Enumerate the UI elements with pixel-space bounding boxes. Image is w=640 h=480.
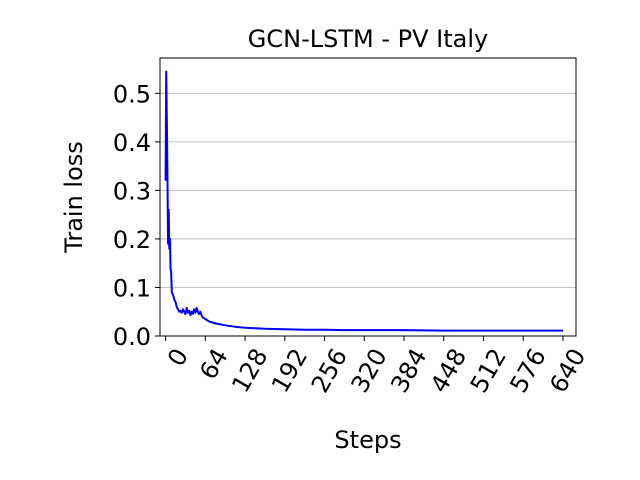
x-tick-label: 128: [226, 344, 273, 398]
x-tick-label: 384: [385, 344, 432, 398]
y-axis-ticks: 0.0 0.1 0.2 0.3 0.4 0.5: [113, 80, 160, 351]
x-axis-label: Steps: [334, 426, 401, 454]
y-axis-label: Train loss: [60, 141, 88, 254]
chart-title: GCN-LSTM - PV Italy: [248, 25, 488, 53]
grid-lines: [160, 92, 576, 337]
series-layer: [164, 70, 563, 332]
x-tick-label: 576: [505, 344, 552, 398]
x-tick-label: 448: [425, 344, 472, 398]
x-tick-label: 0: [162, 344, 194, 371]
x-tick-label: 512: [465, 344, 512, 398]
x-tick-label: 192: [266, 344, 313, 398]
y-tick-label: 0.0: [113, 323, 151, 351]
x-tick-label: 256: [306, 344, 353, 398]
train-loss-line: [164, 70, 563, 332]
y-tick-label: 0.1: [113, 274, 151, 302]
plot-frame: [159, 57, 577, 337]
y-tick-label: 0.3: [113, 177, 151, 205]
y-tick-label: 0.4: [113, 129, 151, 157]
x-tick-label: 64: [194, 344, 234, 384]
y-tick-label: 0.2: [113, 226, 151, 254]
x-tick-label: 320: [346, 344, 393, 398]
x-tick-label: 640: [544, 344, 591, 398]
y-tick-label: 0.5: [113, 80, 151, 108]
